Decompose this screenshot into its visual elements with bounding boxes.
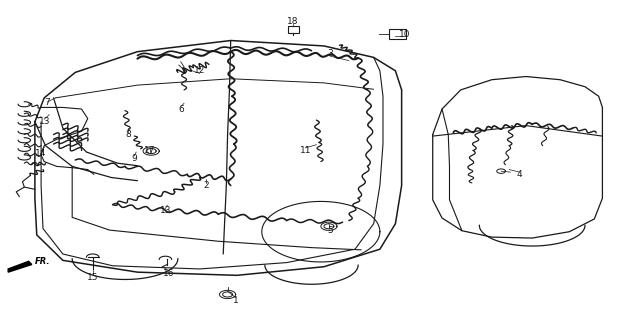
Text: 6: 6 [178,105,184,114]
Text: 10: 10 [399,30,411,39]
Text: 3: 3 [327,49,333,58]
Text: 13: 13 [159,206,171,215]
Text: 15: 15 [87,273,98,282]
Text: FR.: FR. [35,258,50,267]
Polygon shape [8,261,32,272]
Text: 2: 2 [203,181,209,190]
Text: 8: 8 [125,130,131,139]
Text: 1: 1 [233,296,239,305]
Text: 13: 13 [39,117,50,126]
Text: 18: 18 [287,17,298,26]
Text: 5: 5 [327,226,333,235]
Text: 9: 9 [131,154,137,163]
Text: 4: 4 [517,170,523,179]
Text: 14: 14 [36,149,47,158]
Text: 7: 7 [44,98,50,107]
Text: 17: 17 [144,146,156,155]
Text: 11: 11 [300,146,311,155]
FancyBboxPatch shape [389,29,406,39]
Text: 16: 16 [163,268,174,278]
Text: 12: 12 [194,66,206,75]
